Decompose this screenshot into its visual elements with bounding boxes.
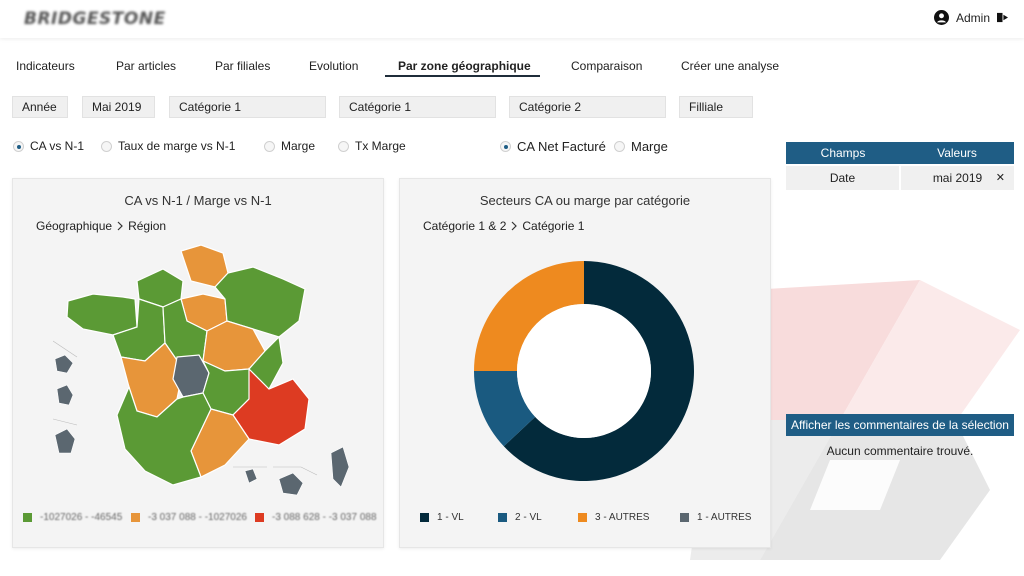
donut-panel-title: Secteurs CA ou marge par catégorie [479,193,691,208]
legend-swatch [498,513,507,522]
france-regions-map[interactable] [53,239,353,499]
donut-slice-3[interactable] [474,261,584,371]
logout-icon[interactable] [997,12,1008,23]
close-icon[interactable]: ✕ [995,172,1005,184]
header-champs: Champs [820,146,866,160]
radio-button[interactable] [500,141,511,152]
legend-label: 1 - VL [437,512,464,523]
radio-ca-vs-n1[interactable]: CA vs N-1 [13,139,84,153]
radio-button[interactable] [614,141,625,152]
tab-par-articles[interactable]: Par articles [116,59,177,73]
tab-evolution[interactable]: Evolution [309,59,359,73]
legend-label: -1027026 - -46545 [40,512,123,523]
radio-button[interactable] [13,140,24,152]
header-valeurs: Valeurs [937,146,977,160]
table-row: Date mai 2019 ✕ [786,166,1014,190]
no-comment-text: Aucun commentaire trouvé. [826,444,974,458]
outre-mer-mayotte[interactable] [244,468,258,484]
breadcrumb-item[interactable]: Région [128,219,167,233]
user-name: Admin [955,10,990,25]
tab-indicateurs[interactable]: Indicateurs [16,59,75,73]
top-bar: BRIDGESTONE Admin [0,0,1024,38]
filter-category-c[interactable]: Catégorie 2 [509,96,666,118]
outre-mer-reunion[interactable] [278,472,304,496]
outre-mer-guadeloupe[interactable] [54,354,74,374]
tab-creer-une-analyse[interactable]: Créer une analyse [681,59,780,73]
radio-marge[interactable]: Marge [264,139,315,153]
donut-slice-2[interactable] [474,371,536,447]
donut-hole [517,304,651,438]
donut-legend-item[interactable]: 2 - VL [498,512,542,523]
region-bretagne[interactable] [66,293,138,336]
donut-panel: Secteurs CA ou marge par catégorie Catég… [399,178,771,548]
corse[interactable] [330,446,350,488]
radio-button[interactable] [101,140,112,152]
user-menu[interactable]: Admin [933,10,1008,25]
cell-value-text: mai 2019 [932,171,983,185]
active-tab-indicator [385,75,540,77]
radio-taux-marge-vs-n1[interactable]: Taux de marge vs N-1 [101,139,235,153]
legend-label: -3 088 628 - -3 037 088 [272,512,377,523]
radio-tx-marge[interactable]: Tx Marge [338,139,406,153]
legend-swatch-red [255,513,264,522]
main-tabs: Indicateurs Par articles Par filiales Ev… [0,52,1024,80]
legend-label: 1 - AUTRES [697,512,752,523]
user-avatar-icon [933,10,949,25]
radio-label: CA Net Facturé [517,139,606,154]
radio-label: Tx Marge [355,139,406,153]
region-occitanie-west[interactable] [116,385,212,486]
radio-label: Marge [281,139,316,153]
radio-marge-right[interactable]: Marge [614,139,668,154]
radio-label: CA vs N-1 [30,139,85,153]
donut-legend-item[interactable]: 3 - AUTRES [578,512,649,523]
donut-chart[interactable] [472,259,696,483]
radio-ca-net-facture[interactable]: CA Net Facturé [500,139,606,154]
legend-swatch [680,513,689,522]
filter-month[interactable]: Mai 2019 [82,96,155,118]
breadcrumb-item[interactable]: Catégorie 1 [522,219,585,233]
map-breadcrumb: Géographique Région [36,219,166,233]
region-paca[interactable] [232,367,310,446]
tab-comparaison[interactable]: Comparaison [571,59,643,73]
filter-category-b[interactable]: Catégorie 1 [339,96,496,118]
breadcrumb-item[interactable]: Catégorie 1 & 2 [423,219,507,233]
map-panel: CA vs N-1 / Marge vs N-1 Géographique Ré… [12,178,384,548]
donut-legend-item[interactable]: 1 - VL [420,512,464,523]
tab-par-zone-geographique[interactable]: Par zone géographique [398,59,531,73]
chevron-right-icon [117,221,123,231]
donut-breadcrumb: Catégorie 1 & 2 Catégorie 1 [423,219,584,233]
legend-swatch [578,513,587,522]
filter-year[interactable]: Année [12,96,68,118]
filter-category-a[interactable]: Catégorie 1 [169,96,326,118]
cell-value: mai 2019 ✕ [901,166,1014,190]
map-panel-title: CA vs N-1 / Marge vs N-1 [124,193,272,208]
legend-label: 3 - AUTRES [595,512,650,523]
table-header: Champs Valeurs [786,142,1014,164]
map-legend-item[interactable]: -1027026 - -46545 [23,512,122,523]
chevron-right-icon [511,221,518,231]
map-legend-item[interactable]: -3 037 088 - -1027026 [131,512,247,523]
selection-table: Champs Valeurs Date mai 2019 ✕ [786,142,1014,190]
outre-mer-martinique[interactable] [56,384,74,406]
legend-label: 2 - VL [515,512,542,523]
radio-button[interactable] [264,140,275,152]
bridgestone-logo[interactable]: BRIDGESTONE [24,9,166,29]
legend-swatch [420,513,429,522]
filter-filiale[interactable]: Filliale [679,96,753,118]
outre-mer-guyane[interactable] [54,428,76,454]
donut-slice-1[interactable] [503,261,694,481]
radio-label: Taux de marge vs N-1 [118,139,236,153]
map-legend-item[interactable]: -3 088 628 - -3 037 088 [255,512,377,523]
donut-legend-item[interactable]: 1 - AUTRES [680,512,751,523]
radio-label: Marge [631,139,668,154]
tab-par-filiales[interactable]: Par filiales [215,59,271,73]
legend-swatch-green [23,513,32,522]
cell-field: Date [786,166,899,190]
legend-label: -3 037 088 - -1027026 [148,512,247,523]
legend-swatch-orange [131,513,140,522]
breadcrumb-item[interactable]: Géographique [36,219,113,233]
radio-button[interactable] [338,140,349,152]
show-comments-button[interactable]: Afficher les commentaires de la sélectio… [786,414,1014,436]
